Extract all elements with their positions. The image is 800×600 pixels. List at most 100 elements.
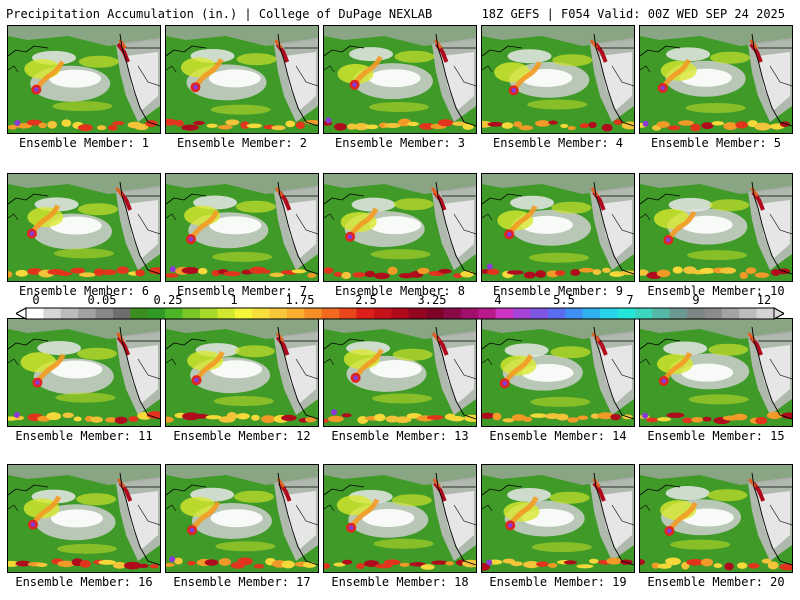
ensemble-map-panel bbox=[323, 318, 477, 427]
color-scale-swatch bbox=[443, 308, 462, 319]
color-scale-swatch bbox=[286, 308, 305, 319]
color-scale-swatch bbox=[43, 308, 62, 319]
ensemble-map-panel bbox=[165, 318, 319, 427]
color-scale-tick-label: 3.25 bbox=[417, 293, 447, 307]
color-scale-tick-label: 4 bbox=[494, 293, 502, 307]
color-scale-tick-label: 7 bbox=[626, 293, 634, 307]
color-scale-swatch bbox=[252, 308, 270, 319]
color-scale-swatch bbox=[478, 308, 496, 319]
color-scale-swatch bbox=[565, 308, 583, 319]
color-scale-swatch bbox=[217, 308, 236, 319]
color-scale-swatch bbox=[391, 308, 409, 319]
ensemble-map-panel bbox=[481, 25, 635, 134]
color-scale-swatch bbox=[634, 308, 653, 319]
color-scale-swatch bbox=[408, 308, 427, 319]
color-scale-tick-label: 12 bbox=[756, 293, 772, 307]
color-scale-swatch bbox=[26, 308, 44, 319]
color-scale-high-arrow bbox=[773, 307, 784, 320]
ensemble-member-label: Ensemble Member: 15 bbox=[647, 429, 785, 443]
color-scale-swatch bbox=[513, 308, 531, 319]
color-scale-swatch bbox=[739, 308, 757, 319]
ensemble-map-panel bbox=[639, 173, 793, 282]
ensemble-member-label: Ensemble Member: 12 bbox=[173, 429, 311, 443]
ensemble-member-label: Ensemble Member: 14 bbox=[489, 429, 627, 443]
ensemble-map-panel bbox=[323, 464, 477, 573]
ensemble-member-label: Ensemble Member: 16 bbox=[15, 575, 153, 589]
color-scale-swatch bbox=[669, 308, 688, 319]
color-scale-tick-label: 9 bbox=[692, 293, 700, 307]
color-scale-swatch bbox=[426, 308, 444, 319]
ensemble-member-label: Ensemble Member: 18 bbox=[331, 575, 469, 589]
color-scale-swatch bbox=[652, 308, 670, 319]
color-scale-low-arrow bbox=[16, 307, 27, 320]
color-scale-swatch bbox=[704, 308, 723, 319]
color-scale-swatch bbox=[165, 308, 183, 319]
ensemble-member-label: Ensemble Member: 8 bbox=[334, 284, 466, 298]
color-scale-tick-label: 0.25 bbox=[153, 293, 183, 307]
ensemble-member-label: Ensemble Member: 19 bbox=[489, 575, 627, 589]
color-scale-swatch bbox=[373, 308, 392, 319]
color-scale-swatch bbox=[600, 308, 618, 319]
color-scale-swatch bbox=[617, 308, 636, 319]
color-scale-swatch bbox=[530, 308, 549, 319]
color-scale-swatch bbox=[130, 308, 149, 319]
color-scale-tick-label: 5.5 bbox=[553, 293, 575, 307]
color-scale-swatch bbox=[78, 308, 96, 319]
color-scale-swatch bbox=[304, 308, 323, 319]
ensemble-map-panel bbox=[323, 25, 477, 134]
ensemble-member-label: Ensemble Member: 7 bbox=[176, 284, 308, 298]
ensemble-map-panel bbox=[165, 25, 319, 134]
color-scale-swatch bbox=[356, 308, 375, 319]
page-title: Precipitation Accumulation (in.) | Colle… bbox=[6, 7, 433, 21]
color-scale-swatch bbox=[756, 308, 775, 319]
color-scale-swatch bbox=[112, 308, 131, 319]
ensemble-map-panel bbox=[165, 464, 319, 573]
color-scale-swatch bbox=[547, 308, 566, 319]
ensemble-map-panel bbox=[481, 464, 635, 573]
color-scale-swatch bbox=[321, 308, 340, 319]
color-scale-swatch bbox=[199, 308, 218, 319]
ensemble-member-label: Ensemble Member: 1 bbox=[18, 136, 150, 150]
ensemble-map-panel bbox=[481, 173, 635, 282]
ensemble-member-label: Ensemble Member: 5 bbox=[650, 136, 782, 150]
ensemble-map-panel bbox=[7, 318, 161, 427]
color-scale-tick-label: 0.05 bbox=[87, 293, 117, 307]
ensemble-member-label: Ensemble Member: 4 bbox=[492, 136, 624, 150]
ensemble-map-panel bbox=[639, 464, 793, 573]
color-scale-tick-label: 0 bbox=[32, 293, 40, 307]
color-scale-tick-label: 2.5 bbox=[355, 293, 377, 307]
ensemble-member-label: Ensemble Member: 6 bbox=[18, 284, 150, 298]
color-scale-swatch bbox=[182, 308, 201, 319]
ensemble-map-panel bbox=[481, 318, 635, 427]
ensemble-map-panel bbox=[639, 318, 793, 427]
color-scale-swatch bbox=[721, 308, 740, 319]
color-scale-tick-label: 1.75 bbox=[285, 293, 315, 307]
ensemble-member-label: Ensemble Member: 20 bbox=[647, 575, 785, 589]
ensemble-member-label: Ensemble Member: 9 bbox=[492, 284, 624, 298]
color-scale-swatch bbox=[495, 308, 514, 319]
color-scale-swatch bbox=[582, 308, 601, 319]
ensemble-member-label: Ensemble Member: 10 bbox=[647, 284, 785, 298]
ensemble-member-label: Ensemble Member: 17 bbox=[173, 575, 311, 589]
color-scale-swatch bbox=[339, 308, 357, 319]
ensemble-map-panel bbox=[7, 173, 161, 282]
ensemble-member-label: Ensemble Member: 3 bbox=[334, 136, 466, 150]
ensemble-map-panel bbox=[639, 25, 793, 134]
ensemble-map-panel bbox=[323, 173, 477, 282]
color-scale-swatch bbox=[60, 308, 79, 319]
color-scale-swatch bbox=[95, 308, 114, 319]
ensemble-map-panel bbox=[7, 464, 161, 573]
ensemble-member-label: Ensemble Member: 11 bbox=[15, 429, 153, 443]
color-scale-swatch bbox=[460, 308, 479, 319]
color-scale-swatch bbox=[147, 308, 166, 319]
ensemble-member-label: Ensemble Member: 13 bbox=[331, 429, 469, 443]
ensemble-map-panel bbox=[165, 173, 319, 282]
color-scale-swatch bbox=[687, 308, 705, 319]
valid-time: 18Z GEFS | F054 Valid: 00Z WED SEP 24 20… bbox=[481, 7, 785, 21]
color-scale-bar bbox=[16, 307, 784, 320]
ensemble-member-label: Ensemble Member: 2 bbox=[176, 136, 308, 150]
color-scale-tick-label: 1 bbox=[230, 293, 238, 307]
color-scale-swatch bbox=[269, 308, 288, 319]
color-scale-swatch bbox=[234, 308, 253, 319]
ensemble-map-panel bbox=[7, 25, 161, 134]
